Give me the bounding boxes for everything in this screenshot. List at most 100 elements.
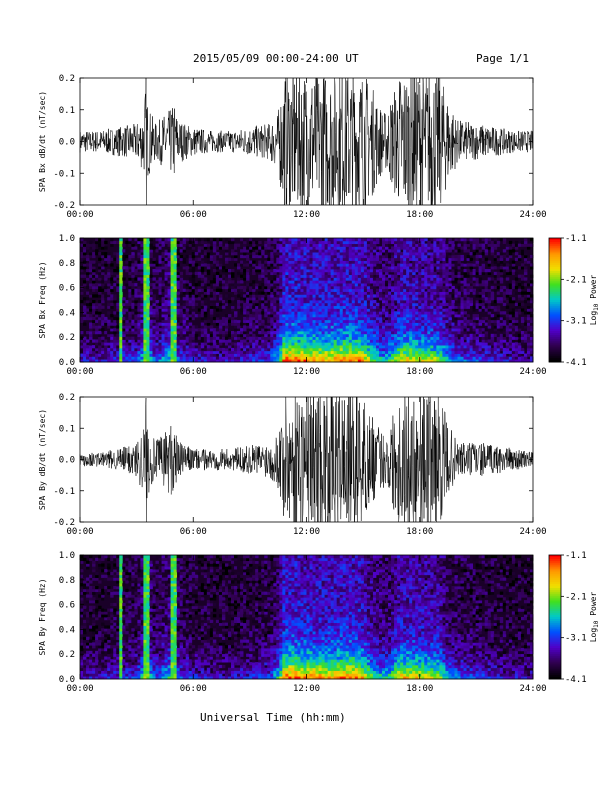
spectrogram-cell	[478, 345, 483, 349]
spectrogram-cell	[176, 305, 181, 309]
spectrogram-cell	[421, 246, 425, 250]
spectrogram-cell	[469, 353, 473, 357]
spectrogram-cell	[454, 277, 458, 281]
spectrogram-cell	[125, 345, 129, 349]
spectrogram-cell	[255, 356, 259, 360]
spectrogram-cell	[200, 305, 205, 309]
spectrogram-cell	[240, 339, 244, 343]
spectrogram-cell	[403, 297, 407, 301]
spectrogram-cell	[101, 288, 105, 292]
spectrogram-cell	[333, 319, 338, 323]
spectrogram-cell	[95, 342, 99, 346]
spectrogram-cell	[315, 269, 319, 273]
spectrogram-cell	[433, 305, 437, 309]
spectrogram-cell	[80, 269, 84, 273]
spectrogram-cell	[330, 269, 335, 273]
spectrogram-cell	[357, 333, 362, 338]
spectrogram-cell	[164, 269, 168, 273]
spectrogram-cell	[261, 274, 265, 278]
spectrogram-cell	[158, 339, 162, 343]
spectrogram-cell	[385, 322, 389, 326]
spectrogram-cell	[203, 263, 208, 267]
spectrogram-cell	[267, 285, 271, 290]
spectrogram-cell	[167, 280, 171, 284]
spectrogram-cell	[152, 322, 156, 326]
spectrogram-cell	[397, 252, 401, 256]
spectrogram-cell	[409, 331, 413, 335]
spectrogram-cell	[318, 305, 322, 309]
spectrogram-cell	[234, 336, 238, 340]
spectrogram-cell	[382, 238, 386, 242]
spectrogram-cell	[134, 302, 138, 307]
spectrogram-cell	[475, 277, 480, 281]
spectrogram-cell	[252, 311, 256, 315]
spectrogram-cell	[252, 305, 256, 309]
spectrogram-cell	[182, 249, 187, 253]
spectrogram-cell	[80, 266, 84, 270]
spectrogram-cell	[179, 322, 184, 326]
spectrogram-cell	[264, 260, 268, 264]
spectrogram-cell	[297, 311, 301, 315]
spectrogram-cell	[360, 274, 365, 278]
spectrogram-cell	[418, 266, 422, 270]
spectrogram-cell	[415, 260, 419, 264]
spectrogram-cell	[412, 257, 416, 261]
spectrogram-cell	[119, 280, 123, 284]
spectrogram-cell	[167, 328, 171, 332]
spectrogram-cell	[140, 277, 144, 281]
spectrogram-cell	[206, 280, 211, 284]
spectrogram-cell	[300, 285, 304, 290]
spectrogram-cell	[312, 291, 316, 295]
spectrogram-cell	[270, 252, 274, 256]
spectrogram-cell	[119, 353, 123, 357]
x-tick-label: 18:00	[406, 210, 433, 220]
spectrogram-cell	[173, 314, 178, 318]
spectrogram-cell	[351, 266, 356, 270]
spectrogram-cell	[436, 331, 440, 335]
spectrogram-cell	[143, 305, 147, 309]
spectrogram-cell	[439, 333, 443, 338]
spectrogram-cell	[378, 322, 383, 326]
spectrogram-cell	[342, 300, 347, 304]
spectrogram-cell	[285, 254, 289, 259]
spectrogram-cell	[300, 266, 304, 270]
spectrogram-cell	[279, 294, 283, 298]
spectrogram-cell	[182, 297, 187, 301]
spectrogram-cell	[321, 331, 326, 335]
spectrogram-cell	[466, 263, 470, 267]
spectrogram-cell	[270, 347, 274, 352]
spectrogram-cell	[394, 294, 398, 298]
spectrogram-cell	[418, 350, 422, 354]
spectrogram-cell	[167, 252, 171, 256]
spectrogram-cell	[451, 331, 455, 335]
spectrogram-cell	[134, 353, 138, 357]
spectrogram-cell	[218, 322, 223, 326]
spectrogram-cell	[80, 353, 84, 357]
spectrogram-cell	[237, 294, 241, 298]
spectrogram-cell	[212, 319, 217, 323]
spectrogram-cell	[388, 257, 392, 261]
spectrogram-cell	[152, 359, 156, 363]
spectrogram-cell	[146, 297, 150, 301]
spectrogram-cell	[327, 305, 332, 309]
spectrogram-cell	[448, 350, 452, 354]
spectrogram-cell	[194, 359, 199, 363]
spectrogram-cell	[200, 331, 205, 335]
spectrogram-cell	[197, 328, 202, 332]
spectrogram-cell	[212, 331, 217, 335]
spectrogram-cell	[409, 288, 413, 292]
spectrogram-cell	[309, 353, 313, 357]
spectrogram-cell	[224, 356, 229, 360]
spectrogram-cell	[158, 353, 162, 357]
spectrogram-cell	[409, 333, 413, 338]
spectrogram-cell	[285, 333, 289, 338]
spectrogram-cell	[424, 302, 428, 307]
spectrogram-cell	[363, 342, 368, 346]
spectrogram-cell	[110, 347, 114, 352]
spectrogram-cell	[167, 249, 171, 253]
spectrogram-cell	[98, 300, 102, 304]
spectrogram-cell	[101, 350, 105, 354]
spectrogram-cell	[194, 263, 199, 267]
spectrogram-cell	[409, 243, 413, 247]
spectrogram-cell	[83, 246, 87, 250]
